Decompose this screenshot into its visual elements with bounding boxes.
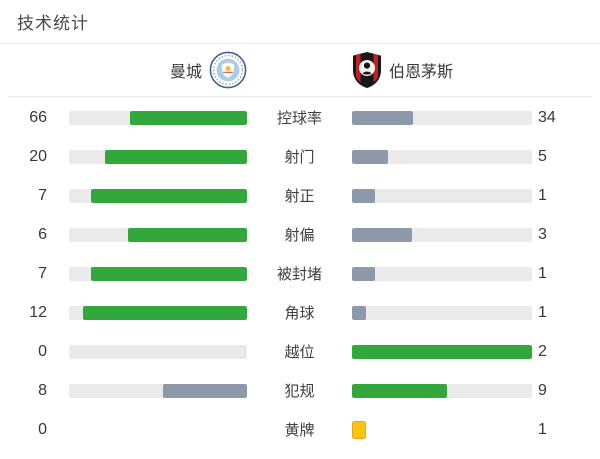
stat-label: 射门 (284, 149, 315, 166)
away-bar-track (352, 305, 532, 320)
stats-list: 66 控球率 34 20 射门 5 7 射正 (0, 97, 600, 449)
home-bar-track (69, 266, 247, 281)
away-stat-bar (352, 266, 532, 281)
home-stat-value: 8 (38, 381, 47, 399)
home-team-header: 曼城 (0, 44, 247, 96)
away-bar-fill (352, 305, 366, 320)
home-bar-fill (82, 305, 247, 320)
home-bar-fill (128, 227, 247, 242)
home-stat-bar (69, 305, 247, 320)
away-bar-track (352, 383, 532, 398)
stat-row: 6 射偏 3 (0, 215, 600, 254)
away-stat-bar (352, 383, 532, 398)
away-stat-bar (352, 305, 532, 320)
home-stat-bar (69, 266, 247, 281)
home-stat-value: 0 (38, 420, 47, 438)
home-bar-track (69, 305, 247, 320)
stat-label: 射偏 (284, 227, 315, 244)
home-stat-value: 66 (29, 108, 47, 126)
home-stat-value: 6 (38, 225, 47, 243)
away-bar-track (352, 188, 532, 203)
stat-row: 8 犯规 9 (0, 371, 600, 410)
away-bar-fill (352, 227, 412, 242)
away-stat-value: 2 (538, 342, 547, 360)
home-stat-value: 7 (38, 186, 47, 204)
away-bar-track (352, 266, 532, 281)
stat-row: 20 射门 5 (0, 137, 600, 176)
away-stat-bar (352, 420, 532, 439)
home-stat-bar (69, 423, 247, 437)
home-stat-bar (69, 383, 247, 398)
away-bar-track (352, 110, 532, 125)
stat-label: 越位 (284, 344, 315, 361)
home-bar-track (69, 188, 247, 203)
stat-label: 黄牌 (284, 422, 315, 439)
stat-label: 角球 (284, 305, 315, 322)
home-bar-track (69, 344, 247, 359)
home-stat-value: 0 (38, 342, 47, 360)
away-bar-fill (352, 344, 532, 359)
away-stat-value: 34 (538, 108, 556, 126)
stat-label: 被封堵 (276, 266, 322, 283)
away-stat-value: 3 (538, 225, 547, 243)
stat-row: 7 射正 1 (0, 176, 600, 215)
stat-label: 射正 (284, 188, 315, 205)
away-team-header: 伯恩茅斯 (352, 44, 453, 96)
stat-row: 66 控球率 34 (0, 98, 600, 137)
away-stat-value: 1 (538, 186, 547, 204)
title-bar: 技术统计 (0, 0, 600, 43)
team-header: 曼城 (0, 44, 600, 96)
away-stat-bar (352, 344, 532, 359)
home-bar-fill (91, 188, 247, 203)
away-stat-value: 1 (538, 264, 547, 282)
home-bar-fill (91, 266, 247, 281)
home-bar-track (69, 383, 247, 398)
stat-row: 0 越位 2 (0, 332, 600, 371)
away-bar-fill (352, 149, 388, 164)
home-bar-track (69, 227, 247, 242)
away-bar-fill (352, 266, 375, 281)
home-bar-fill (163, 383, 247, 398)
home-stat-bar (69, 188, 247, 203)
away-bar-track (352, 227, 532, 242)
away-stat-bar (352, 149, 532, 164)
man-city-crest-icon (209, 51, 247, 89)
divider (8, 96, 592, 97)
stat-label: 控球率 (276, 110, 322, 127)
away-stat-bar (352, 188, 532, 203)
page-title: 技术统计 (17, 14, 89, 33)
away-stat-bar (352, 227, 532, 242)
divider (0, 43, 600, 44)
away-bar-fill (352, 110, 414, 125)
away-stat-value: 5 (538, 147, 547, 165)
stat-label: 犯规 (284, 383, 315, 400)
bournemouth-crest-icon (352, 51, 382, 89)
away-stat-value: 1 (538, 303, 547, 321)
home-team-name: 曼城 (169, 64, 202, 81)
home-stat-bar (69, 149, 247, 164)
away-bar-track (352, 149, 532, 164)
home-stat-value: 12 (29, 303, 47, 321)
home-bar-track (69, 110, 247, 125)
yellow-card-icon (352, 420, 366, 439)
stat-row: 0 黄牌 1 (0, 410, 600, 449)
away-stat-bar (352, 110, 532, 125)
stat-row: 7 被封堵 1 (0, 254, 600, 293)
home-stat-value: 7 (38, 264, 47, 282)
home-stat-bar (69, 227, 247, 242)
home-stat-value: 20 (29, 147, 47, 165)
away-stat-value: 9 (538, 381, 547, 399)
stat-row: 12 角球 1 (0, 293, 600, 332)
away-bar-track (352, 344, 532, 359)
home-stat-bar (69, 344, 247, 359)
away-bar-fill (352, 188, 375, 203)
home-bar-track (69, 149, 247, 164)
home-stat-bar (69, 110, 247, 125)
away-team-name: 伯恩茅斯 (389, 64, 454, 81)
home-bar-fill (129, 110, 247, 125)
away-bar-fill (352, 383, 448, 398)
home-bar-fill (104, 149, 247, 164)
away-stat-value: 1 (538, 420, 547, 438)
